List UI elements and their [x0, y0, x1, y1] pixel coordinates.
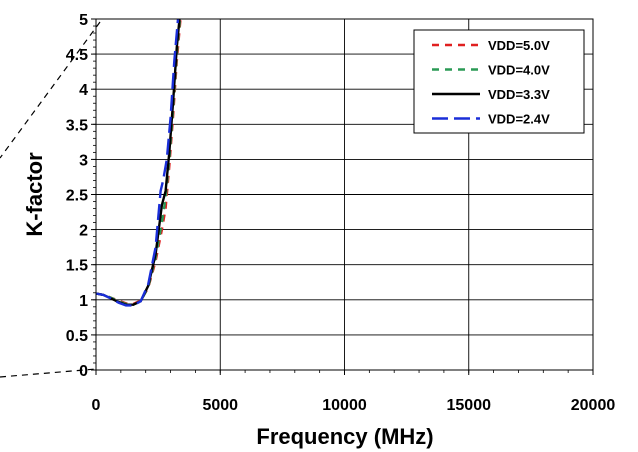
y-axis-title: K-factor — [22, 152, 47, 237]
legend-label: VDD=2.4V — [488, 112, 550, 127]
y-tick-label: 3 — [79, 152, 88, 169]
x-tick-label: 5000 — [202, 397, 238, 414]
y-tick-label: 4 — [79, 82, 88, 99]
y-tick-label: 2.5 — [66, 188, 88, 205]
series-line-vdd-2-4v — [95, 18, 180, 307]
x-tick-label: 0 — [92, 397, 101, 414]
ticks — [91, 18, 594, 375]
x-tick-label: 20000 — [571, 397, 616, 414]
x-axis-title: Frequency (MHz) — [256, 424, 433, 449]
y-tick-label: 5 — [79, 12, 88, 29]
y-tick-label: 2 — [79, 223, 88, 240]
series-group — [95, 18, 182, 307]
y-tick-label: 0 — [79, 363, 88, 380]
legend-label: VDD=3.3V — [488, 87, 550, 102]
y-tick-label: 1.5 — [66, 258, 88, 275]
legend-box — [413, 29, 585, 134]
x-tick-label: 10000 — [322, 397, 367, 414]
decorative-dashes — [0, 21, 101, 378]
y-tick-label: 0.5 — [66, 328, 88, 345]
tick-labels: 0 0.5 1 1.5 2 2.5 3 3.5 4 4.5 5 0 5000 10000 15000 2000… — [66, 12, 616, 414]
legend: VDD=5.0V VDD=4.0V VDD=3.3V VDD=2.4V — [413, 29, 585, 134]
series-line-vdd-3-3v — [95, 18, 181, 306]
legend-label: VDD=4.0V — [488, 63, 550, 78]
y-tick-label: 4.5 — [66, 47, 88, 64]
x-tick-label: 15000 — [447, 397, 492, 414]
legend-label: VDD=5.0V — [488, 38, 550, 53]
y-tick-label: 3.5 — [66, 117, 88, 134]
y-tick-label: 1 — [79, 293, 88, 310]
decor-dash-bottom-left — [0, 368, 97, 378]
